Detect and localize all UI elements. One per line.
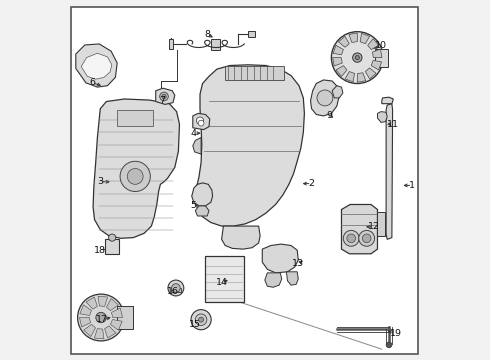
Text: 16: 16 (167, 287, 179, 296)
Polygon shape (79, 318, 91, 327)
Bar (171, 288, 180, 292)
Circle shape (386, 342, 392, 348)
Bar (375, 49, 389, 67)
Polygon shape (336, 66, 347, 76)
Circle shape (120, 161, 150, 192)
Polygon shape (86, 297, 98, 309)
Circle shape (355, 55, 359, 60)
Polygon shape (110, 320, 122, 330)
Circle shape (317, 90, 333, 106)
Polygon shape (262, 244, 298, 273)
Polygon shape (342, 204, 377, 254)
Polygon shape (265, 273, 282, 287)
Polygon shape (333, 58, 342, 66)
Text: 6: 6 (89, 78, 95, 87)
Bar (117, 110, 153, 126)
Polygon shape (286, 272, 298, 285)
Polygon shape (106, 298, 119, 311)
Circle shape (331, 32, 383, 84)
Circle shape (109, 234, 116, 241)
Circle shape (172, 284, 180, 292)
Circle shape (347, 234, 356, 243)
Text: 3: 3 (97, 177, 103, 186)
Circle shape (127, 168, 143, 184)
Polygon shape (360, 33, 369, 44)
Polygon shape (156, 88, 175, 104)
Bar (205, 256, 244, 302)
Bar (118, 306, 133, 329)
Polygon shape (196, 206, 209, 216)
Bar (211, 39, 220, 50)
Text: 1: 1 (410, 181, 416, 190)
Polygon shape (98, 296, 108, 306)
Circle shape (196, 314, 207, 325)
Text: 11: 11 (387, 120, 399, 129)
Polygon shape (339, 36, 349, 47)
Circle shape (160, 92, 169, 101)
Polygon shape (81, 53, 112, 79)
Circle shape (198, 317, 204, 322)
Bar (225, 66, 284, 80)
Polygon shape (196, 65, 304, 226)
Polygon shape (76, 44, 117, 87)
Text: 2: 2 (309, 179, 315, 188)
Bar (377, 212, 386, 236)
Polygon shape (349, 33, 357, 42)
Bar (105, 239, 119, 254)
Text: 18: 18 (94, 246, 106, 255)
Polygon shape (93, 99, 179, 238)
Text: 12: 12 (368, 222, 380, 231)
Circle shape (162, 94, 166, 99)
Polygon shape (193, 138, 201, 154)
Text: 5: 5 (190, 201, 196, 210)
Polygon shape (377, 112, 387, 122)
Circle shape (198, 120, 204, 126)
Polygon shape (345, 72, 355, 82)
Text: 8: 8 (204, 30, 210, 39)
Polygon shape (372, 49, 382, 58)
Polygon shape (311, 80, 339, 116)
Circle shape (343, 230, 359, 246)
Polygon shape (371, 60, 382, 70)
Polygon shape (357, 73, 366, 82)
Text: 17: 17 (96, 315, 108, 324)
Polygon shape (84, 324, 96, 337)
Polygon shape (221, 226, 260, 249)
Text: 19: 19 (390, 328, 401, 338)
Text: 9: 9 (327, 111, 333, 120)
Text: 7: 7 (159, 96, 165, 105)
Circle shape (96, 312, 106, 323)
Polygon shape (112, 308, 122, 318)
Polygon shape (332, 86, 343, 98)
Circle shape (191, 310, 211, 330)
Polygon shape (382, 97, 393, 104)
Text: 10: 10 (375, 40, 387, 49)
Polygon shape (366, 68, 376, 79)
Text: 15: 15 (189, 320, 201, 329)
Polygon shape (95, 329, 104, 339)
Polygon shape (105, 326, 116, 338)
Circle shape (359, 230, 374, 246)
Polygon shape (333, 45, 343, 55)
Text: 13: 13 (292, 259, 304, 268)
Circle shape (168, 280, 184, 296)
Text: 4: 4 (191, 129, 197, 138)
Polygon shape (192, 183, 213, 206)
Polygon shape (368, 39, 379, 50)
Polygon shape (193, 113, 210, 130)
Circle shape (363, 234, 371, 243)
Polygon shape (80, 305, 92, 315)
Circle shape (196, 117, 204, 124)
Bar (248, 31, 255, 37)
Circle shape (353, 53, 362, 62)
Polygon shape (386, 104, 392, 239)
Bar (169, 39, 173, 49)
Text: 14: 14 (216, 278, 227, 287)
Circle shape (77, 294, 124, 341)
